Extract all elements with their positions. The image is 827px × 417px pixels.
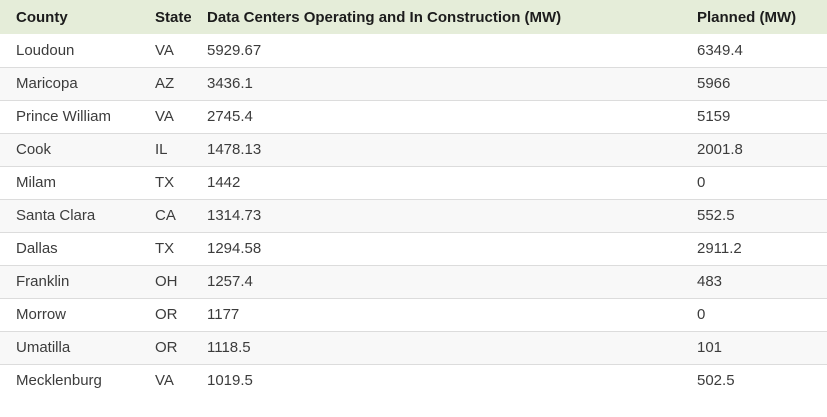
- table-row: Loudoun VA 5929.67 6349.4: [0, 34, 827, 67]
- cell-operating-mw: 1177: [191, 297, 681, 331]
- table-row: Franklin OH 1257.4 483: [0, 264, 827, 298]
- cell-planned-mw: 5966: [681, 66, 827, 100]
- column-header-planned-mw: Planned (MW): [681, 0, 827, 34]
- cell-state: OR: [139, 330, 191, 364]
- cell-operating-mw: 1478.13: [191, 132, 681, 166]
- cell-county: Umatilla: [0, 330, 139, 364]
- cell-operating-mw: 3436.1: [191, 66, 681, 100]
- cell-operating-mw: 1257.4: [191, 264, 681, 298]
- cell-planned-mw: 5159: [681, 99, 827, 133]
- cell-planned-mw: 101: [681, 330, 827, 364]
- cell-county: Cook: [0, 132, 139, 166]
- cell-county: Maricopa: [0, 66, 139, 100]
- cell-state: CA: [139, 198, 191, 232]
- cell-state: VA: [139, 363, 191, 397]
- cell-operating-mw: 1442: [191, 165, 681, 199]
- table-row: Dallas TX 1294.58 2911.2: [0, 231, 827, 265]
- cell-state: OH: [139, 264, 191, 298]
- cell-state: VA: [155, 41, 174, 59]
- cell-operating-mw: 1118.5: [191, 330, 681, 364]
- table-row: Umatilla OR 1118.5 101: [0, 330, 827, 364]
- cell-planned-mw: 2001.8: [681, 132, 827, 166]
- cell-state: OR: [139, 297, 191, 331]
- table-row: Morrow OR 1177 0: [0, 297, 827, 331]
- cell-county: Franklin: [0, 264, 139, 298]
- cell-state: TX: [139, 165, 191, 199]
- cell-planned-mw: 0: [681, 297, 827, 331]
- table-row: Prince William VA 2745.4 5159: [0, 99, 827, 133]
- cell-operating-mw: 5929.67: [207, 41, 262, 59]
- cell-operating-mw: 1019.5: [191, 363, 681, 397]
- cell-planned-mw: 6349.4: [697, 41, 743, 59]
- cell-county: Santa Clara: [0, 198, 139, 232]
- cell-state: AZ: [139, 66, 191, 100]
- cell-operating-mw: 1314.73: [191, 198, 681, 232]
- cell-state: VA: [139, 99, 191, 133]
- header-row: County State Data Centers Operating and …: [0, 0, 827, 34]
- cell-operating-mw: 2745.4: [191, 99, 681, 133]
- cell-planned-mw: 0: [681, 165, 827, 199]
- table-body: Loudoun VA 5929.67 6349.4 Maricopa AZ 3436.1 59…: [0, 34, 827, 397]
- cell-county: Loudoun: [16, 41, 75, 59]
- table-row: Maricopa AZ 3436.1 5966: [0, 66, 827, 100]
- cell-planned-mw: 502.5: [681, 363, 827, 397]
- data-centers-table: County State Data Centers Operating and …: [0, 0, 827, 397]
- column-header-county: County: [0, 0, 139, 34]
- cell-operating-mw: 1294.58: [191, 231, 681, 265]
- cell-planned-mw: 483: [681, 264, 827, 298]
- cell-planned-mw: 552.5: [681, 198, 827, 232]
- cell-state: TX: [139, 231, 191, 265]
- cell-county: Dallas: [0, 231, 139, 265]
- table-row: Mecklenburg VA 1019.5 502.5: [0, 363, 827, 397]
- column-header-state: State: [139, 0, 191, 34]
- cell-county: Mecklenburg: [0, 363, 139, 397]
- cell-county: Morrow: [0, 297, 139, 331]
- table-row: Milam TX 1442 0: [0, 165, 827, 199]
- table-header: County State Data Centers Operating and …: [0, 0, 827, 34]
- column-header-operating-mw: Data Centers Operating and In Constructi…: [191, 0, 681, 34]
- cell-state: IL: [139, 132, 191, 166]
- cell-county: Milam: [0, 165, 139, 199]
- table-row: Cook IL 1478.13 2001.8: [0, 132, 827, 166]
- cell-planned-mw: 2911.2: [681, 231, 827, 265]
- cell-county: Prince William: [0, 99, 139, 133]
- table-row: Santa Clara CA 1314.73 552.5: [0, 198, 827, 232]
